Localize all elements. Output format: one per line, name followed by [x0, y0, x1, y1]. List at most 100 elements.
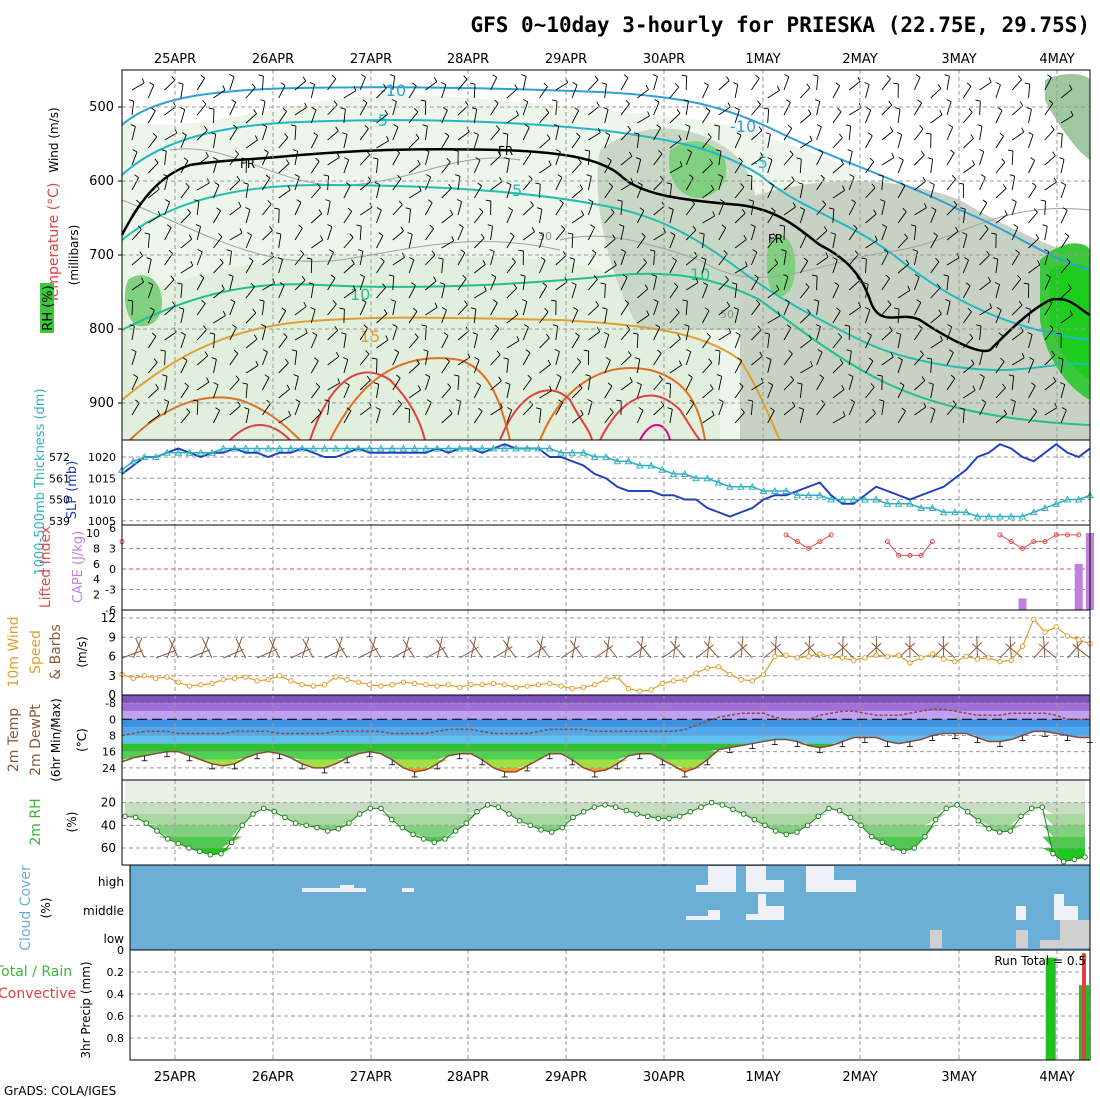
wind-barb: [164, 331, 177, 341]
wind-barb-flag: [236, 175, 241, 181]
wind-barb-flag: [655, 324, 660, 328]
wind-barb: [490, 226, 493, 241]
wind-barb: [571, 310, 579, 324]
rh-point: [815, 813, 822, 820]
wind-barb-flag: [255, 360, 259, 366]
wind-barb: [685, 326, 690, 341]
wind-barb-flag: [263, 149, 269, 153]
wind-barb-flag: [530, 201, 534, 206]
wind-barb-flag: [808, 334, 812, 340]
wind-barb-flag: [972, 385, 976, 391]
wind-barb-flag: [765, 132, 771, 135]
wind-barb: [995, 110, 1003, 124]
thickness-point: [140, 452, 149, 460]
wind-barb: [848, 126, 852, 141]
wind-barb: [213, 384, 219, 399]
wind-barb-flag: [625, 99, 630, 105]
wind-speed-point: [580, 684, 587, 690]
li-point: [783, 532, 789, 538]
wind-barb: [457, 201, 463, 216]
wind-barb: [636, 384, 642, 399]
wind-barb-flag: [707, 133, 712, 138]
wind-barb: [979, 126, 983, 141]
wind-barb: [718, 376, 723, 391]
wind-barb-flag: [677, 334, 681, 340]
wind-barb: [131, 402, 140, 416]
wind-barb-flag: [949, 349, 954, 353]
thickness-point: [996, 512, 1004, 520]
wind-barb: [865, 259, 867, 274]
wind-barb-flag: [594, 75, 599, 81]
wind-barb: [751, 156, 764, 166]
wind-barb-flag: [918, 324, 923, 329]
surface-barb: [335, 636, 343, 659]
thickness-point: [883, 499, 892, 507]
wind-barb-flag: [503, 357, 509, 360]
wind-barb-flag: [195, 224, 201, 227]
wind-barb-flag: [448, 409, 453, 414]
wind-barb-flag: [445, 357, 450, 362]
wind-barb: [327, 252, 334, 266]
wind-barb: [278, 137, 289, 149]
wind-barb-flag: [1064, 232, 1070, 237]
wind-barb-flag: [861, 257, 867, 260]
rh-point: [996, 829, 1003, 835]
wind-speed-point: [974, 656, 981, 662]
wind-barb-flag: [856, 276, 860, 281]
wind-barb-flag: [548, 160, 552, 166]
wind-barb-flag: [667, 407, 673, 410]
wind-barb: [131, 300, 134, 316]
wind-speed-point: [682, 676, 688, 683]
thickness-point: [624, 457, 633, 465]
wind-barb: [506, 88, 518, 99]
wind-barb: [131, 126, 136, 141]
wind-barb-flag: [1029, 357, 1034, 361]
rh-point: [783, 831, 790, 838]
wind-barb: [522, 231, 535, 241]
wind-barb-flag: [472, 332, 478, 335]
wind-barb-flag: [734, 107, 740, 111]
wind-barb: [1011, 357, 1025, 366]
surface-barb: [391, 647, 412, 659]
wind-barb: [832, 310, 841, 324]
wind-barb: [473, 237, 485, 249]
wind-barb-flag: [1033, 208, 1038, 213]
wind-barb-flag: [185, 182, 190, 188]
surface-barb: [470, 636, 477, 659]
wind-barb-flag: [265, 174, 271, 179]
wind-barb: [1011, 278, 1022, 291]
wind-barb-flag: [1021, 353, 1025, 358]
wind-barb: [832, 362, 844, 374]
wind-barb: [718, 106, 731, 116]
wind-barb-flag: [511, 258, 516, 263]
surface-barb: [729, 644, 748, 659]
wind-barb-flag: [638, 407, 644, 411]
wind-barb-flag: [890, 352, 894, 358]
thickness-point: [174, 448, 183, 456]
wind-barb-flag: [1032, 407, 1038, 412]
wind-barb-flag: [703, 82, 709, 86]
wind-barb-flag: [327, 224, 333, 228]
wind-speed-point: [288, 678, 294, 684]
wind-barb: [685, 377, 693, 391]
wind-barb: [1044, 302, 1053, 316]
cloud-level-low: low: [104, 932, 125, 946]
wind-barb-flag: [748, 199, 754, 202]
wind-barb-flag: [999, 132, 1004, 137]
wind-barb-flag: [597, 127, 601, 133]
wind-barb-flag: [310, 307, 316, 310]
thickness-point: [399, 444, 408, 452]
cape-tick: 10: [86, 527, 100, 540]
rh-band: [125, 848, 1085, 862]
wind-barb-flag: [398, 200, 403, 206]
wind-barb: [881, 226, 888, 241]
rh-point: [431, 839, 438, 846]
wind-barb: [604, 334, 610, 349]
wind-barb: [979, 177, 986, 191]
wind-barb: [1044, 200, 1046, 216]
wind-barb-flag: [741, 208, 746, 214]
wind-barb: [669, 364, 682, 374]
wind-barb: [1060, 184, 1067, 199]
wind-barb: [1060, 288, 1072, 299]
wind-barb-flag: [347, 207, 353, 212]
